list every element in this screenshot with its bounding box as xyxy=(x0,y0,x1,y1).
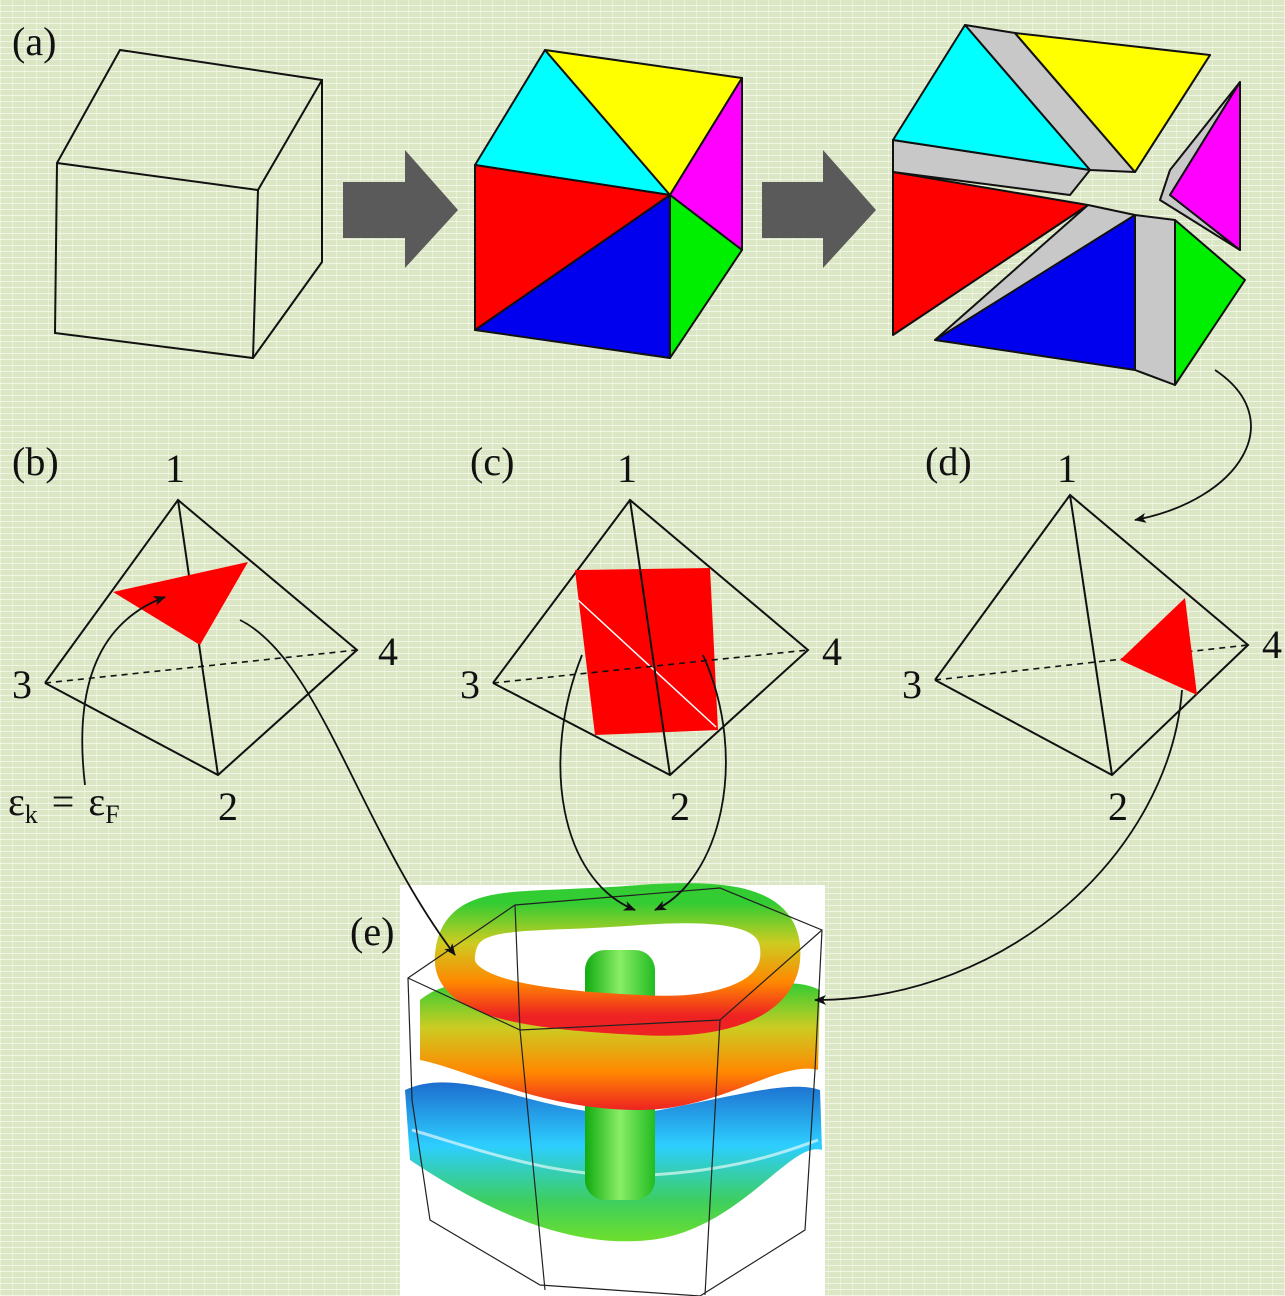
panel-label: (e) xyxy=(350,909,394,954)
vertex-label: 3 xyxy=(902,662,922,707)
arrow xyxy=(239,619,456,956)
cube xyxy=(53,48,323,360)
arrow xyxy=(762,150,876,268)
equals: = xyxy=(52,779,75,824)
shape xyxy=(704,1019,721,1296)
shape xyxy=(252,189,259,359)
shape xyxy=(934,214,1136,371)
vertex-label: 2 xyxy=(1108,784,1128,829)
vertex-label: 4 xyxy=(1262,622,1282,667)
shape xyxy=(892,171,1089,336)
arrow xyxy=(1134,369,1252,523)
shape xyxy=(577,599,717,728)
shape xyxy=(407,929,823,1031)
shape xyxy=(492,498,810,777)
divided-cube xyxy=(474,49,743,359)
annotation: εk = εF xyxy=(8,779,120,829)
vertex-label: 2 xyxy=(670,784,690,829)
tetrahedron xyxy=(492,498,810,777)
shape xyxy=(514,904,521,1031)
shape xyxy=(113,562,248,645)
shape xyxy=(492,649,809,684)
shape xyxy=(407,887,823,1296)
vertex-label: 1 xyxy=(165,446,185,491)
exploded-cube xyxy=(892,24,1246,386)
vertex-label: 2 xyxy=(218,784,238,829)
arrow xyxy=(814,689,1183,1005)
shape xyxy=(44,649,358,684)
tetrahedron xyxy=(934,493,1250,777)
shape xyxy=(474,164,671,331)
vertex-label: 4 xyxy=(378,629,398,674)
panel-label: (a) xyxy=(12,19,56,64)
symbol: ε xyxy=(8,779,25,824)
shape xyxy=(53,48,323,360)
arrow xyxy=(343,150,458,268)
shape xyxy=(407,887,823,1296)
shape xyxy=(1014,32,1211,173)
vertex-label: 4 xyxy=(822,629,842,674)
shape xyxy=(1134,214,1176,386)
shape xyxy=(629,499,671,776)
shape xyxy=(1174,219,1246,386)
panel-label: (b) xyxy=(12,439,59,484)
shape xyxy=(1120,598,1197,695)
panel-label: (c) xyxy=(470,439,514,484)
arrow xyxy=(654,654,727,911)
vertex-label: 3 xyxy=(12,662,32,707)
subscript: k xyxy=(25,800,38,829)
shape xyxy=(575,568,718,735)
symbol: ε xyxy=(88,779,105,824)
shape xyxy=(56,79,323,192)
shape xyxy=(434,883,801,1036)
shape xyxy=(1169,81,1241,251)
shape xyxy=(519,1029,546,1291)
subscript: F xyxy=(105,800,119,829)
tetrahedron xyxy=(44,498,359,777)
shape xyxy=(934,644,1249,681)
vertex-label: 1 xyxy=(1057,446,1077,491)
shape xyxy=(1069,494,1113,776)
shape xyxy=(934,493,1250,777)
panel-label: (d) xyxy=(925,439,972,484)
fermi-surface xyxy=(405,883,823,1296)
shape xyxy=(892,24,1091,171)
vertex-label: 1 xyxy=(617,446,637,491)
arrow xyxy=(559,654,636,911)
arrow xyxy=(81,596,166,786)
vertex-label: 3 xyxy=(460,662,480,707)
